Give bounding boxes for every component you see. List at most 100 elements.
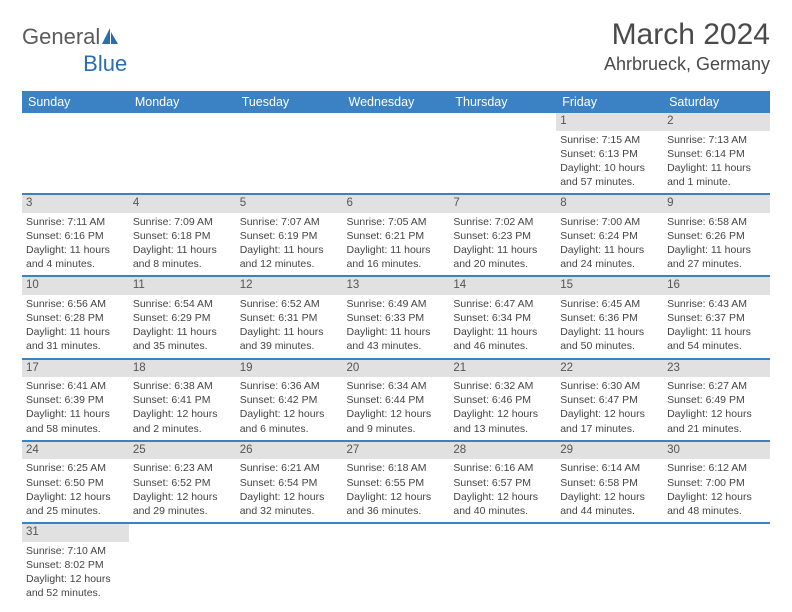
daylight-text: Daylight: 12 hours and 25 minutes. — [26, 490, 125, 518]
day-details: Sunrise: 6:27 AMSunset: 6:49 PMDaylight:… — [667, 379, 766, 436]
daylight-text: Daylight: 11 hours and 4 minutes. — [26, 243, 125, 271]
calendar-day-cell — [556, 523, 663, 604]
daylight-text: Daylight: 11 hours and 31 minutes. — [26, 325, 125, 353]
sunset-text: Sunset: 6:31 PM — [240, 311, 339, 325]
daylight-text: Daylight: 12 hours and 17 minutes. — [560, 407, 659, 435]
sunrise-text: Sunrise: 6:12 AM — [667, 461, 766, 475]
sunset-text: Sunset: 6:50 PM — [26, 476, 125, 490]
daylight-text: Daylight: 12 hours and 6 minutes. — [240, 407, 339, 435]
day-number: 8 — [556, 195, 663, 213]
sunrise-text: Sunrise: 7:09 AM — [133, 215, 232, 229]
day-details: Sunrise: 6:25 AMSunset: 6:50 PMDaylight:… — [26, 461, 125, 518]
sunrise-text: Sunrise: 6:56 AM — [26, 297, 125, 311]
sunset-text: Sunset: 6:57 PM — [453, 476, 552, 490]
day-details: Sunrise: 6:43 AMSunset: 6:37 PMDaylight:… — [667, 297, 766, 354]
sunrise-text: Sunrise: 6:38 AM — [133, 379, 232, 393]
calendar-week-row: 3Sunrise: 7:11 AMSunset: 6:16 PMDaylight… — [22, 194, 770, 276]
calendar-day-cell: 4Sunrise: 7:09 AMSunset: 6:18 PMDaylight… — [129, 194, 236, 276]
sunset-text: Sunset: 6:44 PM — [347, 393, 446, 407]
day-details: Sunrise: 6:47 AMSunset: 6:34 PMDaylight:… — [453, 297, 552, 354]
sunset-text: Sunset: 6:36 PM — [560, 311, 659, 325]
calendar-day-cell — [449, 523, 556, 604]
weekday-header: Saturday — [663, 91, 770, 113]
sunset-text: Sunset: 8:02 PM — [26, 558, 125, 572]
sunset-text: Sunset: 6:47 PM — [560, 393, 659, 407]
sunrise-text: Sunrise: 6:52 AM — [240, 297, 339, 311]
sunset-text: Sunset: 6:55 PM — [347, 476, 446, 490]
calendar-day-cell: 3Sunrise: 7:11 AMSunset: 6:16 PMDaylight… — [22, 194, 129, 276]
sunset-text: Sunset: 6:42 PM — [240, 393, 339, 407]
weekday-header: Wednesday — [343, 91, 450, 113]
calendar-day-cell: 14Sunrise: 6:47 AMSunset: 6:34 PMDayligh… — [449, 276, 556, 358]
sunset-text: Sunset: 6:33 PM — [347, 311, 446, 325]
calendar-day-cell: 11Sunrise: 6:54 AMSunset: 6:29 PMDayligh… — [129, 276, 236, 358]
day-number: 13 — [343, 277, 450, 295]
weekday-header-row: Sunday Monday Tuesday Wednesday Thursday… — [22, 91, 770, 113]
sunrise-text: Sunrise: 6:58 AM — [667, 215, 766, 229]
daylight-text: Daylight: 12 hours and 32 minutes. — [240, 490, 339, 518]
calendar-day-cell — [129, 523, 236, 604]
weekday-header: Tuesday — [236, 91, 343, 113]
daylight-text: Daylight: 11 hours and 20 minutes. — [453, 243, 552, 271]
brand-logo: General — [22, 24, 120, 50]
sunrise-text: Sunrise: 6:43 AM — [667, 297, 766, 311]
daylight-text: Daylight: 11 hours and 58 minutes. — [26, 407, 125, 435]
sunrise-text: Sunrise: 7:02 AM — [453, 215, 552, 229]
sunset-text: Sunset: 6:18 PM — [133, 229, 232, 243]
calendar-day-cell: 12Sunrise: 6:52 AMSunset: 6:31 PMDayligh… — [236, 276, 343, 358]
sunset-text: Sunset: 6:46 PM — [453, 393, 552, 407]
calendar-day-cell: 16Sunrise: 6:43 AMSunset: 6:37 PMDayligh… — [663, 276, 770, 358]
calendar-day-cell — [449, 113, 556, 194]
weekday-header: Sunday — [22, 91, 129, 113]
day-number: 5 — [236, 195, 343, 213]
calendar-day-cell — [129, 113, 236, 194]
day-number: 7 — [449, 195, 556, 213]
calendar-day-cell: 19Sunrise: 6:36 AMSunset: 6:42 PMDayligh… — [236, 359, 343, 441]
sunrise-text: Sunrise: 7:11 AM — [26, 215, 125, 229]
day-details: Sunrise: 7:15 AMSunset: 6:13 PMDaylight:… — [560, 133, 659, 190]
day-number: 27 — [343, 442, 450, 460]
daylight-text: Daylight: 11 hours and 50 minutes. — [560, 325, 659, 353]
day-details: Sunrise: 6:21 AMSunset: 6:54 PMDaylight:… — [240, 461, 339, 518]
month-title: March 2024 — [604, 18, 770, 52]
sunset-text: Sunset: 6:21 PM — [347, 229, 446, 243]
day-number: 15 — [556, 277, 663, 295]
sunrise-text: Sunrise: 6:27 AM — [667, 379, 766, 393]
day-details: Sunrise: 6:49 AMSunset: 6:33 PMDaylight:… — [347, 297, 446, 354]
sunset-text: Sunset: 6:28 PM — [26, 311, 125, 325]
sunrise-text: Sunrise: 6:25 AM — [26, 461, 125, 475]
calendar-day-cell: 9Sunrise: 6:58 AMSunset: 6:26 PMDaylight… — [663, 194, 770, 276]
day-details: Sunrise: 6:41 AMSunset: 6:39 PMDaylight:… — [26, 379, 125, 436]
calendar-day-cell: 27Sunrise: 6:18 AMSunset: 6:55 PMDayligh… — [343, 441, 450, 523]
day-number: 30 — [663, 442, 770, 460]
calendar-week-row: 17Sunrise: 6:41 AMSunset: 6:39 PMDayligh… — [22, 359, 770, 441]
sunrise-text: Sunrise: 6:14 AM — [560, 461, 659, 475]
sunrise-text: Sunrise: 6:45 AM — [560, 297, 659, 311]
day-details: Sunrise: 6:30 AMSunset: 6:47 PMDaylight:… — [560, 379, 659, 436]
sunrise-text: Sunrise: 6:36 AM — [240, 379, 339, 393]
sunset-text: Sunset: 6:14 PM — [667, 147, 766, 161]
sail-icon — [100, 26, 120, 46]
calendar-day-cell: 28Sunrise: 6:16 AMSunset: 6:57 PMDayligh… — [449, 441, 556, 523]
day-number: 22 — [556, 360, 663, 378]
calendar-day-cell: 7Sunrise: 7:02 AMSunset: 6:23 PMDaylight… — [449, 194, 556, 276]
daylight-text: Daylight: 11 hours and 39 minutes. — [240, 325, 339, 353]
day-details: Sunrise: 7:07 AMSunset: 6:19 PMDaylight:… — [240, 215, 339, 272]
daylight-text: Daylight: 12 hours and 40 minutes. — [453, 490, 552, 518]
day-details: Sunrise: 7:09 AMSunset: 6:18 PMDaylight:… — [133, 215, 232, 272]
calendar-day-cell — [22, 113, 129, 194]
calendar-day-cell: 26Sunrise: 6:21 AMSunset: 6:54 PMDayligh… — [236, 441, 343, 523]
sunset-text: Sunset: 6:26 PM — [667, 229, 766, 243]
sunset-text: Sunset: 6:54 PM — [240, 476, 339, 490]
day-details: Sunrise: 6:23 AMSunset: 6:52 PMDaylight:… — [133, 461, 232, 518]
daylight-text: Daylight: 12 hours and 2 minutes. — [133, 407, 232, 435]
day-details: Sunrise: 6:18 AMSunset: 6:55 PMDaylight:… — [347, 461, 446, 518]
sunset-text: Sunset: 7:00 PM — [667, 476, 766, 490]
day-details: Sunrise: 6:52 AMSunset: 6:31 PMDaylight:… — [240, 297, 339, 354]
sunrise-text: Sunrise: 6:32 AM — [453, 379, 552, 393]
day-details: Sunrise: 7:00 AMSunset: 6:24 PMDaylight:… — [560, 215, 659, 272]
title-block: March 2024 Ahrbrueck, Germany — [604, 18, 770, 75]
calendar-day-cell: 21Sunrise: 6:32 AMSunset: 6:46 PMDayligh… — [449, 359, 556, 441]
calendar-day-cell: 30Sunrise: 6:12 AMSunset: 7:00 PMDayligh… — [663, 441, 770, 523]
calendar-week-row: 10Sunrise: 6:56 AMSunset: 6:28 PMDayligh… — [22, 276, 770, 358]
